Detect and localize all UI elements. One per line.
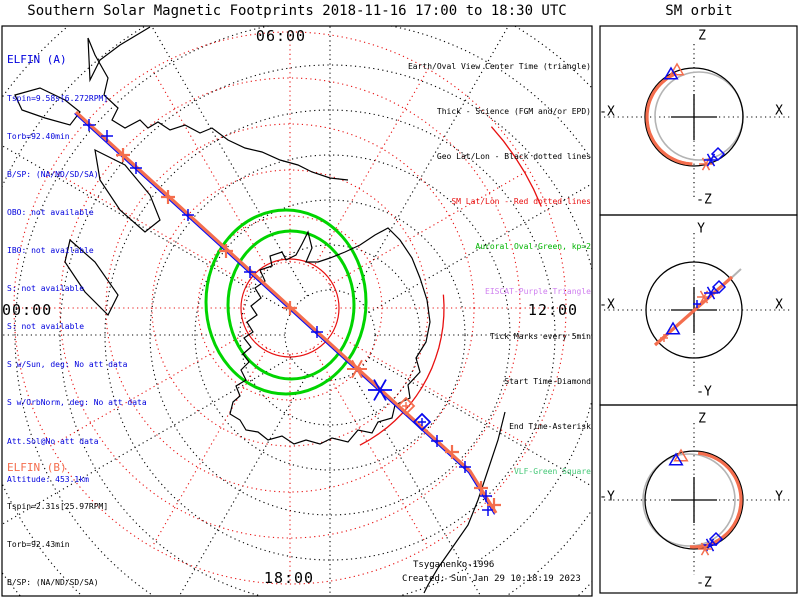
legend-item: Earth/Oval View Center Time (triangle): [407, 62, 591, 71]
elfin-a-line: Att.Sol@No att data: [7, 436, 99, 446]
elfin-a-line: Tspin=9.58s[6.272RPM]: [7, 93, 109, 103]
elfin-b-line: B/SP: (NA/ND/SD/SA): [7, 577, 99, 587]
elfin-b-info: ELFIN (B) Tspin=2.31s[25.97RPM] Torb=92.…: [7, 437, 147, 600]
legend-item: Tick Marks every 5min: [489, 332, 591, 341]
legend-item: Start Time-Diamond: [504, 377, 591, 386]
elfin-a-line: S w/Sun, deg: No att data: [7, 360, 128, 370]
panel3-axis-label-left: -Y: [599, 489, 615, 505]
elfin-a-line: OBO: not available: [7, 207, 94, 217]
panel3-axis-label-bottom: -Z: [696, 575, 712, 591]
elfin-a-line: B/SP: (NA/ND/SD/SA): [7, 169, 99, 179]
panel1-axis-label-right: X: [775, 103, 783, 119]
map-border: [1, 25, 593, 597]
orbit-panel-border-yz: [599, 404, 798, 594]
legend-item: End Time-Asterisk: [509, 422, 591, 431]
legend-item: Geo Lat/Lon - Black dotted lines: [436, 152, 591, 161]
orbit-panel-graphics: [604, 44, 791, 575]
panel3-axis-label-right: Y: [775, 489, 783, 505]
mlt-label-bottom: 18:00: [263, 569, 315, 587]
panel2-axis-label-top: Y: [697, 221, 705, 237]
panel2-axis-label-left: -X: [599, 297, 615, 313]
model-credit: Tsyganenko-1996: [413, 560, 495, 570]
elfin-b-line: Tspin=2.31s[25.97RPM]: [7, 501, 109, 511]
orbit-panel-border-xz: [599, 25, 798, 216]
legend: Earth/Oval View Center Time (triangle) T…: [408, 29, 591, 509]
mlt-label-top: 06:00: [255, 27, 307, 45]
elfin-b-line: Torb=92.43min: [7, 539, 70, 549]
elfin-b-header: ELFIN (B): [7, 461, 67, 475]
panel2-axis-label-right: X: [775, 297, 783, 313]
panel2-axis-label-bottom: -Y: [696, 384, 712, 400]
elfin-a-line: S: not available: [7, 322, 85, 332]
legend-item: VLF-Green Square: [513, 467, 591, 476]
panel3-axis-label-top: Z: [698, 411, 706, 427]
legend-item: Auroral Oval-Green, kp=2: [475, 242, 591, 251]
mlt-label-left: 00:00: [2, 301, 53, 319]
panel1-axis-label-bottom: -Z: [696, 192, 712, 208]
mlt-label-right: 12:00: [527, 301, 579, 319]
panel1-axis-label-top: Z: [698, 28, 706, 44]
elfin-a-header: ELFIN (A): [7, 53, 67, 67]
page-title: Southern Solar Magnetic Footprints 2018-…: [27, 3, 567, 19]
elfin-a-line: IBO: not available: [7, 245, 94, 255]
legend-item: SM Lat/Lon - Red dotted lines: [451, 197, 591, 206]
sm-orbit-title: SM orbit: [665, 3, 733, 19]
legend-item: Thick - Science (FGM and/or EPD): [436, 107, 591, 116]
created-timestamp: Created: Sun Jan 29 10:18:19 2023: [402, 574, 581, 584]
legend-item: EISCAT-Purple Triangle: [485, 287, 591, 296]
elfin-a-line: S: not available: [7, 284, 85, 294]
panel1-axis-label-left: -X: [599, 104, 615, 120]
elfin-a-line: Torb=92.40min: [7, 131, 70, 141]
elfin-a-line: Altitude: 453.1km: [7, 474, 89, 484]
elfin-a-line: S w/OrbNorm, deg: No att data: [7, 398, 147, 408]
elfin-a-info: ELFIN (A) Tspin=9.58s[6.272RPM] Torb=92.…: [7, 29, 147, 512]
